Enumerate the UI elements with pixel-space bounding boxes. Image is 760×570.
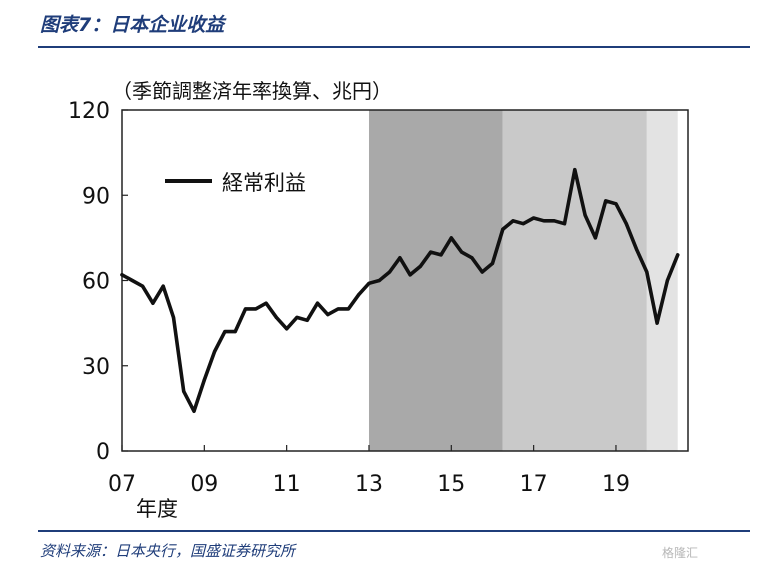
data-point: [274, 315, 278, 320]
unit-note: （季節調整済年率換算、兆円）: [112, 79, 392, 103]
data-point: [532, 216, 536, 220]
data-point: [676, 253, 680, 257]
data-point: [182, 389, 186, 393]
x-tick-label: 11: [273, 472, 301, 497]
y-tick-label: 120: [68, 99, 110, 124]
data-point: [367, 281, 371, 285]
x-tick-label: 07: [108, 472, 136, 497]
footer-rule: [38, 530, 750, 532]
series-layer: [120, 167, 680, 414]
data-point: [624, 222, 628, 226]
x-axis-label: 年度: [136, 497, 178, 521]
data-point: [480, 270, 484, 274]
data-point: [161, 284, 165, 288]
data-point: [542, 219, 546, 223]
x-tick-label: 19: [602, 472, 630, 497]
y-tick-label: 30: [82, 355, 110, 380]
data-point: [439, 253, 443, 257]
data-point: [418, 264, 423, 268]
data-point: [233, 330, 237, 334]
axes: 0 30 60 90 120 07 09 11 13 15 17 19: [68, 99, 689, 497]
data-point: [130, 278, 134, 283]
x-tick-label: 13: [355, 472, 383, 497]
data-point: [243, 307, 248, 311]
data-point: [490, 261, 495, 266]
data-point: [223, 330, 227, 334]
data-point: [305, 318, 309, 322]
data-point: [285, 327, 289, 331]
data-point: [408, 273, 412, 277]
shaded-period-2: [646, 110, 678, 451]
data-point: [573, 168, 577, 172]
data-point: [377, 278, 381, 283]
data-point: [562, 222, 567, 226]
y-tick-label: 60: [82, 270, 110, 295]
data-point: [202, 378, 206, 382]
data-point: [470, 256, 474, 260]
legend: 経常利益: [165, 171, 306, 195]
data-point: [326, 313, 330, 317]
data-point: [398, 256, 402, 260]
data-point: [346, 307, 350, 311]
legend-label: 経常利益: [222, 171, 306, 195]
shaded-period-0: [368, 110, 503, 451]
watermark: 格隆汇: [662, 546, 699, 560]
title-rule: [38, 46, 750, 48]
data-point: [213, 349, 217, 354]
data-point: [357, 293, 361, 297]
data-point: [429, 250, 433, 254]
data-point: [501, 227, 505, 231]
data-point: [449, 236, 453, 240]
x-tick-label: 09: [190, 472, 218, 497]
data-point: [645, 270, 649, 274]
data-point: [120, 273, 124, 277]
data-point: [387, 270, 392, 274]
data-point: [336, 307, 340, 311]
data-point: [665, 278, 670, 283]
data-point: [315, 301, 320, 305]
data-point: [593, 236, 597, 240]
x-tick-label: 15: [437, 472, 465, 497]
data-point: [151, 301, 155, 305]
data-point: [655, 321, 659, 325]
y-tick-label: 90: [82, 184, 110, 209]
x-tick-label: 17: [520, 472, 548, 497]
y-tick-label: 0: [96, 440, 110, 465]
shaded-period-1: [502, 110, 647, 451]
shaded-periods: [368, 110, 678, 451]
data-point: [604, 199, 608, 203]
data-point: [511, 219, 515, 223]
source-note: 资料来源：日本央行，国盛证券研究所: [40, 542, 296, 560]
data-point: [254, 307, 258, 311]
data-point: [171, 315, 176, 320]
data-point: [140, 284, 145, 288]
data-point: [295, 315, 299, 320]
figure-title: 图表7：日本企业收益: [40, 14, 225, 36]
data-point: [264, 301, 268, 305]
data-point: [460, 250, 464, 254]
data-point: [521, 222, 525, 226]
data-point: [552, 219, 556, 223]
data-point: [614, 202, 618, 206]
data-point: [634, 247, 639, 251]
data-point: [583, 213, 587, 217]
data-point: [192, 409, 196, 413]
